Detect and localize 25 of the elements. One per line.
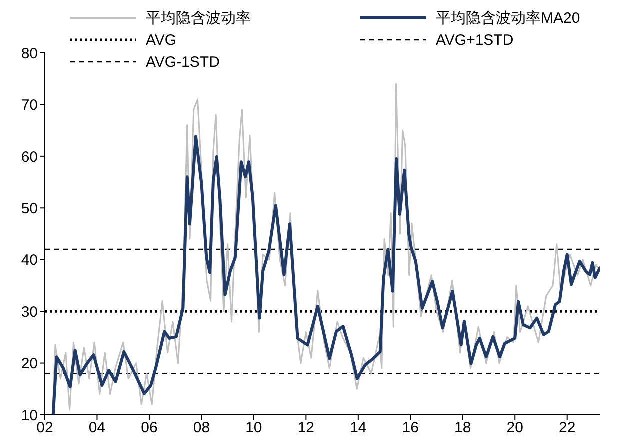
x-tick-label: 22 <box>559 420 576 437</box>
legend-label: AVG-1STD <box>146 54 220 70</box>
x-tick-label: 14 <box>350 420 367 437</box>
x-tick-label: 20 <box>506 420 524 437</box>
x-tick-label: 10 <box>246 420 262 437</box>
legend-label: 平均隐含波动率MA20 <box>436 8 580 28</box>
line-series <box>52 135 600 415</box>
y-tick-label: 10 <box>21 407 38 424</box>
x-tick-label: 12 <box>298 420 315 437</box>
y-tick-label: 30 <box>21 304 38 321</box>
x-tick-label: 16 <box>402 420 419 437</box>
legend-label: 平均隐含波动率 <box>146 8 251 28</box>
x-tick-label: 02 <box>36 420 54 437</box>
x-tick-label: 06 <box>141 420 158 437</box>
x-tick-label: 04 <box>88 420 106 437</box>
y-tick-label: 60 <box>21 148 38 166</box>
y-tick-label: 20 <box>21 356 38 373</box>
x-tick-label: 08 <box>193 420 210 437</box>
y-tick-label: 40 <box>21 252 38 270</box>
y-tick-label: 50 <box>21 200 38 218</box>
y-tick-label: 80 <box>21 45 38 62</box>
legend-label: AVG+1STD <box>436 32 514 48</box>
x-tick-label: 18 <box>454 420 472 437</box>
y-tick-label: 70 <box>21 97 38 114</box>
legend-label: AVG <box>146 32 177 48</box>
